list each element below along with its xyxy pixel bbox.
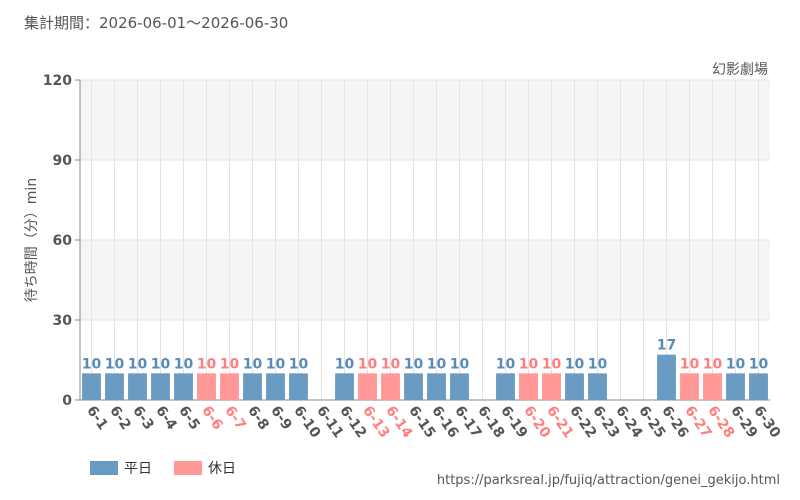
- bar: [404, 373, 423, 400]
- data-label: 10: [105, 356, 125, 372]
- data-label: 17: [657, 338, 676, 354]
- data-label: 10: [542, 356, 562, 372]
- data-label: 10: [450, 356, 470, 372]
- y-axis-label: 待ち時間（分）min: [24, 178, 40, 302]
- data-label: 10: [358, 356, 378, 372]
- x-tick-label: 6-1: [83, 403, 111, 433]
- data-label: 10: [174, 356, 194, 372]
- data-label: 10: [151, 356, 171, 372]
- bar: [105, 373, 124, 400]
- period-text: 集計期間：2026-06-01～2026-06-30: [24, 14, 289, 32]
- bar: [128, 373, 147, 400]
- y-tick-label: 30: [53, 313, 73, 329]
- x-tick-label: 6-30: [750, 403, 783, 441]
- bar: [565, 373, 584, 400]
- bar: [450, 373, 469, 400]
- bar: [749, 373, 768, 400]
- bar: [151, 373, 170, 400]
- bar: [519, 373, 538, 400]
- data-label: 10: [220, 356, 240, 372]
- data-label: 10: [427, 356, 447, 372]
- bar: [726, 373, 745, 400]
- data-label: 10: [289, 356, 309, 372]
- bar: [82, 373, 101, 400]
- bar: [588, 373, 607, 400]
- x-tick-label: 6-8: [244, 403, 272, 433]
- bar: [358, 373, 377, 400]
- data-label: 10: [680, 356, 700, 372]
- data-label: 10: [128, 356, 148, 372]
- data-label: 10: [496, 356, 516, 372]
- legend-label-holiday: 休日: [208, 461, 236, 477]
- legend: 平日 休日: [90, 458, 236, 478]
- data-label: 10: [243, 356, 263, 372]
- bar: [496, 373, 515, 400]
- bar: [427, 373, 446, 400]
- data-label: 10: [335, 356, 355, 372]
- data-label: 10: [749, 356, 769, 372]
- x-tick-label: 6-9: [267, 403, 295, 433]
- x-tick-label: 6-5: [175, 403, 203, 433]
- x-tick-label: 6-7: [221, 403, 249, 433]
- legend-swatch-weekday: [90, 461, 118, 475]
- data-label: 10: [726, 356, 746, 372]
- source-url: https://parksreal.jp/fujiq/attraction/ge…: [436, 473, 780, 488]
- bar: [220, 373, 239, 400]
- bar: [657, 354, 676, 400]
- data-label: 10: [519, 356, 539, 372]
- legend-item-holiday: 休日: [174, 458, 236, 478]
- bar: [197, 373, 216, 400]
- legend-label-weekday: 平日: [124, 461, 152, 477]
- y-tick-label: 90: [53, 153, 73, 169]
- plot-band: [80, 320, 770, 400]
- bar: [381, 373, 400, 400]
- plot-band: [80, 160, 770, 240]
- bar: [703, 373, 722, 400]
- y-tick-label: 0: [62, 393, 72, 409]
- data-label: 10: [404, 356, 424, 372]
- bar: [243, 373, 262, 400]
- y-tick-label: 60: [53, 233, 73, 249]
- data-label: 10: [82, 356, 102, 372]
- data-label: 10: [703, 356, 723, 372]
- data-label: 10: [588, 356, 608, 372]
- data-label: 10: [565, 356, 585, 372]
- legend-swatch-holiday: [174, 461, 202, 475]
- data-label: 10: [197, 356, 217, 372]
- x-tick-label: 6-3: [129, 403, 157, 433]
- x-tick-label: 6-4: [152, 403, 180, 433]
- data-label: 10: [381, 356, 401, 372]
- x-tick-label: 6-6: [198, 403, 226, 433]
- bar: [542, 373, 561, 400]
- x-tick-label: 6-2: [106, 403, 134, 433]
- plot-band: [80, 240, 770, 320]
- data-label: 10: [266, 356, 286, 372]
- chart-title: 幻影劇場: [712, 62, 768, 78]
- bar: [174, 373, 193, 400]
- bar: [289, 373, 308, 400]
- y-tick-label: 120: [43, 73, 72, 89]
- bar: [335, 373, 354, 400]
- legend-item-weekday: 平日: [90, 458, 152, 478]
- plot-band: [80, 80, 770, 160]
- bar: [266, 373, 285, 400]
- bar: [680, 373, 699, 400]
